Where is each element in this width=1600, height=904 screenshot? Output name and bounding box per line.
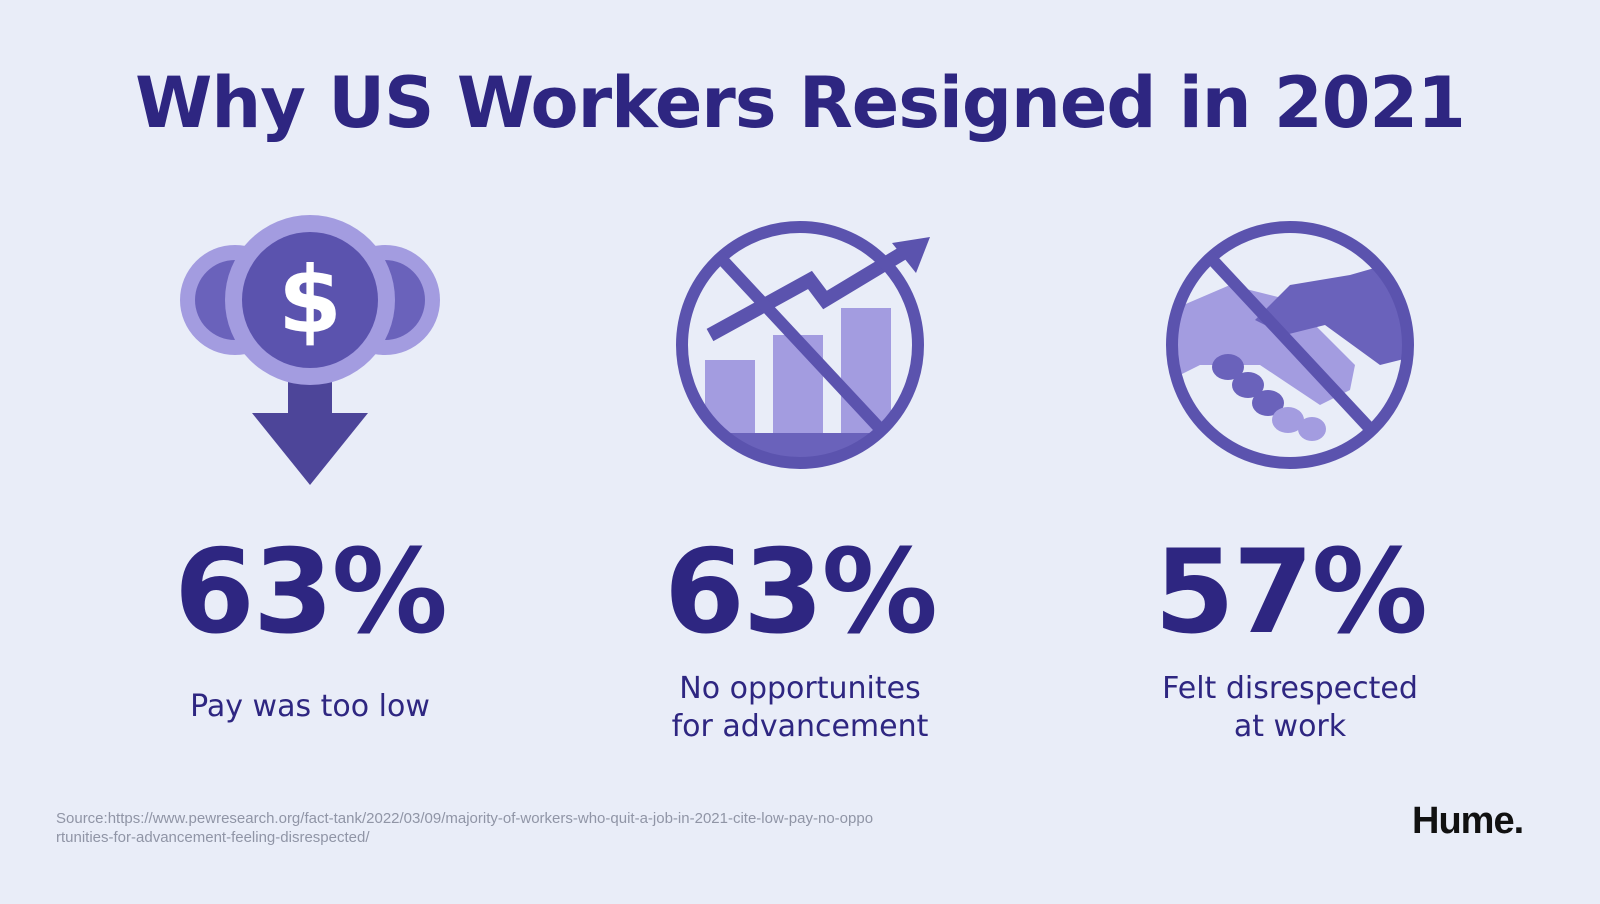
source-citation: Source:https://www.pewresearch.org/fact-… <box>56 809 1116 847</box>
stat-label-line: No opportunites <box>679 671 921 706</box>
stat-pay: $ 63% Pay was too low <box>100 215 520 755</box>
svg-text:$: $ <box>278 247 342 354</box>
brand-logo: Hume. <box>1412 800 1524 842</box>
stat-percent: 57% <box>1154 525 1428 660</box>
stat-disrespect: 57% Felt disrespected at work <box>1080 215 1500 755</box>
source-line: rtunities-for-advancement-feeling-disres… <box>56 829 370 846</box>
no-handshake-icon <box>1166 221 1414 469</box>
page-title: Why US Workers Resigned in 2021 <box>135 62 1466 144</box>
stat-label: Pay was too low <box>100 688 520 726</box>
stat-label: No opportunites for advancement <box>590 670 1010 746</box>
no-growth-chart-icon <box>676 221 930 469</box>
stat-label-line: Pay was too low <box>190 689 430 724</box>
stat-label-line: for advancement <box>671 709 929 744</box>
coin-down-arrow-icon: $ <box>180 215 440 485</box>
source-line: Source:https://www.pewresearch.org/fact-… <box>56 810 874 827</box>
stat-percent: 63% <box>174 525 448 660</box>
stat-label-line: at work <box>1233 709 1347 744</box>
stat-label: Felt disrespected at work <box>1080 670 1500 746</box>
stat-percent: 63% <box>664 525 938 660</box>
stat-label-line: Felt disrespected <box>1162 671 1418 706</box>
stat-advancement: 63% No opportunites for advancement <box>590 215 1010 755</box>
